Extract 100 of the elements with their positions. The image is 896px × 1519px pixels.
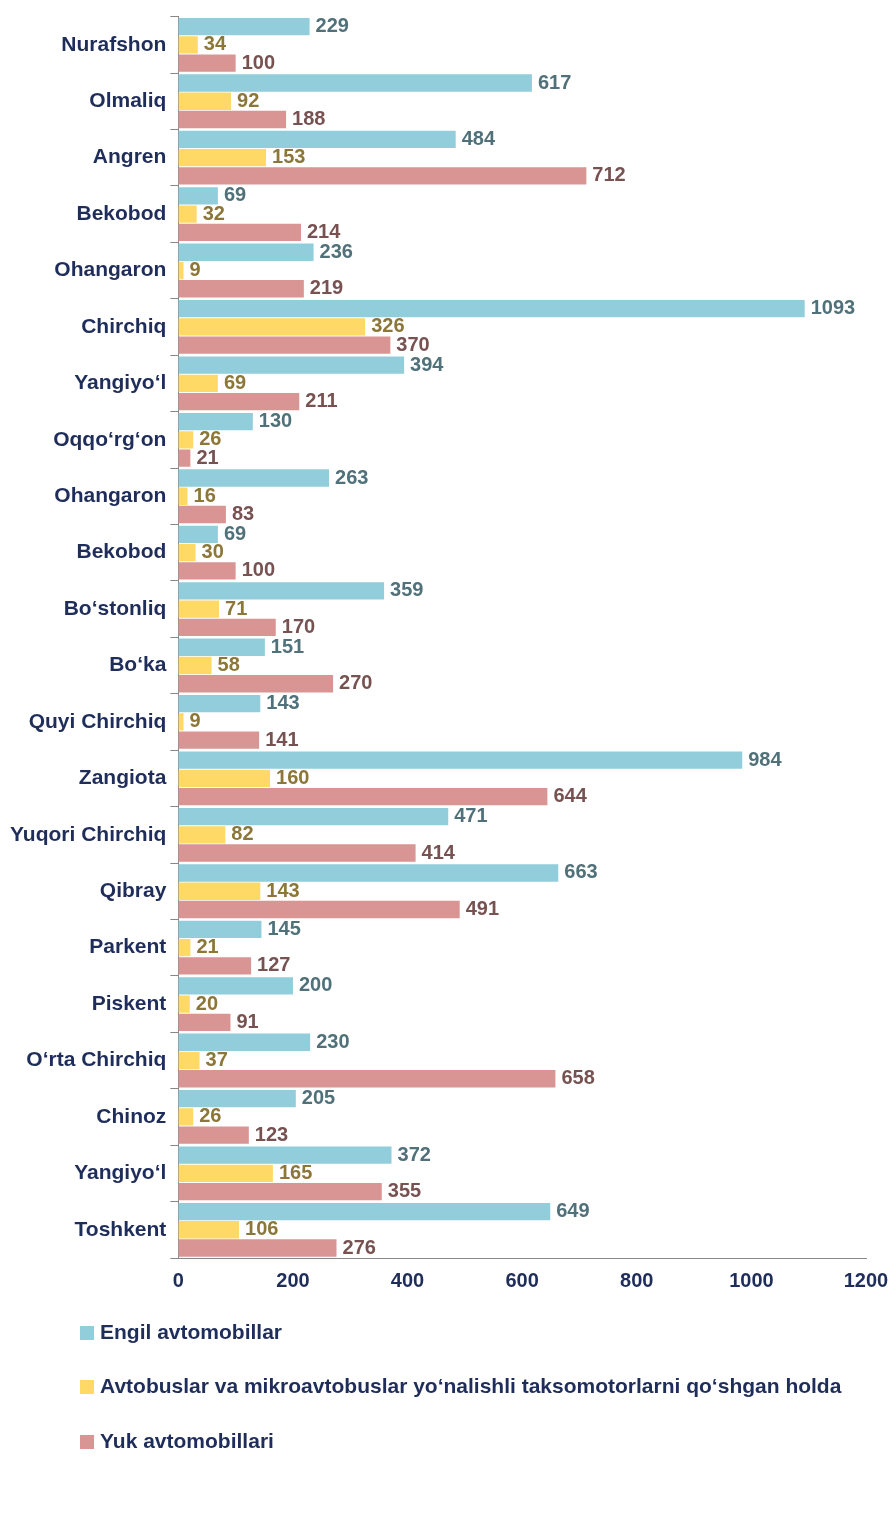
y-tick-label: O‘rta Chirchiq bbox=[26, 1047, 167, 1071]
bar bbox=[178, 449, 191, 467]
bar bbox=[178, 505, 226, 524]
data-label: 21 bbox=[196, 935, 219, 958]
y-tick-label: Yangiyo‘l bbox=[74, 1160, 167, 1184]
y-tick-label: Parkent bbox=[89, 934, 167, 958]
bar bbox=[178, 826, 226, 844]
y-tick-label: Bo‘ka bbox=[109, 652, 167, 676]
bar bbox=[178, 695, 261, 713]
data-label: 230 bbox=[316, 1029, 350, 1052]
data-label: 58 bbox=[217, 653, 240, 676]
data-label: 491 bbox=[465, 896, 500, 919]
data-label: 69 bbox=[223, 521, 247, 544]
x-tick-label: 600 bbox=[505, 1268, 539, 1291]
data-label: 100 bbox=[241, 558, 276, 581]
bar bbox=[178, 431, 194, 449]
y-tick-label: Nurafshon bbox=[61, 31, 167, 55]
data-label: 372 bbox=[397, 1142, 431, 1165]
data-label: 649 bbox=[556, 1199, 590, 1222]
bar bbox=[178, 17, 310, 36]
data-label: 100 bbox=[241, 50, 276, 73]
bar bbox=[178, 1182, 382, 1201]
bar bbox=[178, 167, 587, 185]
bar bbox=[178, 562, 236, 580]
y-tick-label: Ohangaron bbox=[54, 483, 167, 507]
bar bbox=[178, 1202, 551, 1221]
bar bbox=[178, 130, 456, 149]
data-label: 123 bbox=[254, 1122, 289, 1145]
y-tick-label: Oqqo‘rg‘on bbox=[53, 426, 167, 450]
bar bbox=[178, 582, 385, 600]
y-tick-label: Bekobod bbox=[76, 539, 167, 563]
bar bbox=[178, 900, 460, 919]
data-label: 644 bbox=[553, 784, 588, 807]
data-label: 188 bbox=[292, 107, 326, 129]
y-tick-label: Quyi Chirchiq bbox=[28, 708, 167, 732]
bar bbox=[178, 1013, 231, 1031]
data-label: 91 bbox=[236, 1009, 259, 1032]
data-label: 236 bbox=[319, 239, 353, 262]
legend-label: Engil avtomobillar bbox=[100, 1319, 283, 1345]
data-label: 394 bbox=[410, 352, 445, 375]
data-label: 270 bbox=[339, 671, 373, 694]
bar bbox=[178, 487, 188, 505]
bar bbox=[178, 1221, 240, 1239]
x-tick-label: 1000 bbox=[729, 1268, 774, 1291]
data-label: 32 bbox=[202, 201, 225, 224]
data-label: 658 bbox=[561, 1066, 595, 1089]
bar bbox=[178, 412, 253, 431]
bar bbox=[178, 1164, 273, 1183]
data-label: 82 bbox=[231, 822, 254, 845]
data-label: 214 bbox=[306, 219, 342, 242]
legend-label: Avtobuslar va mikroavtobuslar yo‘nalishli taksomotorlarni qo‘shgan holda bbox=[100, 1373, 842, 1400]
data-label: 219 bbox=[309, 276, 344, 299]
data-label: 359 bbox=[390, 578, 424, 601]
bar bbox=[178, 1239, 337, 1257]
data-label: 130 bbox=[258, 409, 293, 432]
y-tick-label: Zangiota bbox=[78, 765, 167, 789]
y-tick-label: Angren bbox=[92, 144, 167, 168]
data-label: 471 bbox=[454, 804, 488, 827]
data-label: 16 bbox=[193, 483, 216, 506]
bar bbox=[178, 977, 293, 995]
bar bbox=[178, 525, 218, 544]
bar bbox=[178, 36, 198, 54]
data-label: 92 bbox=[237, 88, 260, 111]
data-label: 106 bbox=[245, 1217, 279, 1240]
bar bbox=[178, 54, 236, 72]
data-label: 160 bbox=[276, 765, 310, 788]
data-label: 153 bbox=[272, 145, 306, 168]
bar bbox=[178, 1033, 311, 1051]
x-tick-label: 1200 bbox=[843, 1268, 889, 1291]
data-label: 69 bbox=[223, 370, 247, 393]
bar bbox=[178, 74, 532, 92]
y-tick-label: Chinoz bbox=[96, 1103, 167, 1127]
data-label: 263 bbox=[335, 465, 369, 488]
data-label: 355 bbox=[387, 1179, 422, 1202]
y-tick-label: Ohangaron bbox=[54, 257, 167, 281]
data-label: 211 bbox=[305, 389, 338, 412]
data-label: 170 bbox=[281, 614, 316, 637]
bar bbox=[178, 995, 190, 1013]
bar bbox=[178, 920, 262, 939]
data-label: 141 bbox=[265, 727, 299, 750]
y-tick-label: Bekobod bbox=[76, 200, 167, 224]
data-label: 663 bbox=[564, 860, 598, 883]
bar bbox=[178, 300, 805, 318]
bar bbox=[178, 1146, 392, 1164]
data-label: 143 bbox=[266, 691, 300, 714]
bar bbox=[178, 374, 218, 393]
x-tick-label: 200 bbox=[276, 1268, 310, 1291]
bar bbox=[178, 469, 330, 487]
bar bbox=[178, 392, 300, 411]
data-label: 200 bbox=[298, 973, 333, 996]
bar bbox=[178, 864, 559, 882]
bar bbox=[178, 600, 220, 618]
y-tick-label: Chirchiq bbox=[81, 313, 167, 337]
bar bbox=[178, 336, 391, 354]
bar bbox=[178, 807, 449, 826]
bar bbox=[178, 882, 261, 900]
data-label: 229 bbox=[315, 14, 349, 37]
data-label: 9 bbox=[189, 258, 201, 281]
data-label: 414 bbox=[421, 840, 456, 863]
bar bbox=[178, 149, 267, 167]
